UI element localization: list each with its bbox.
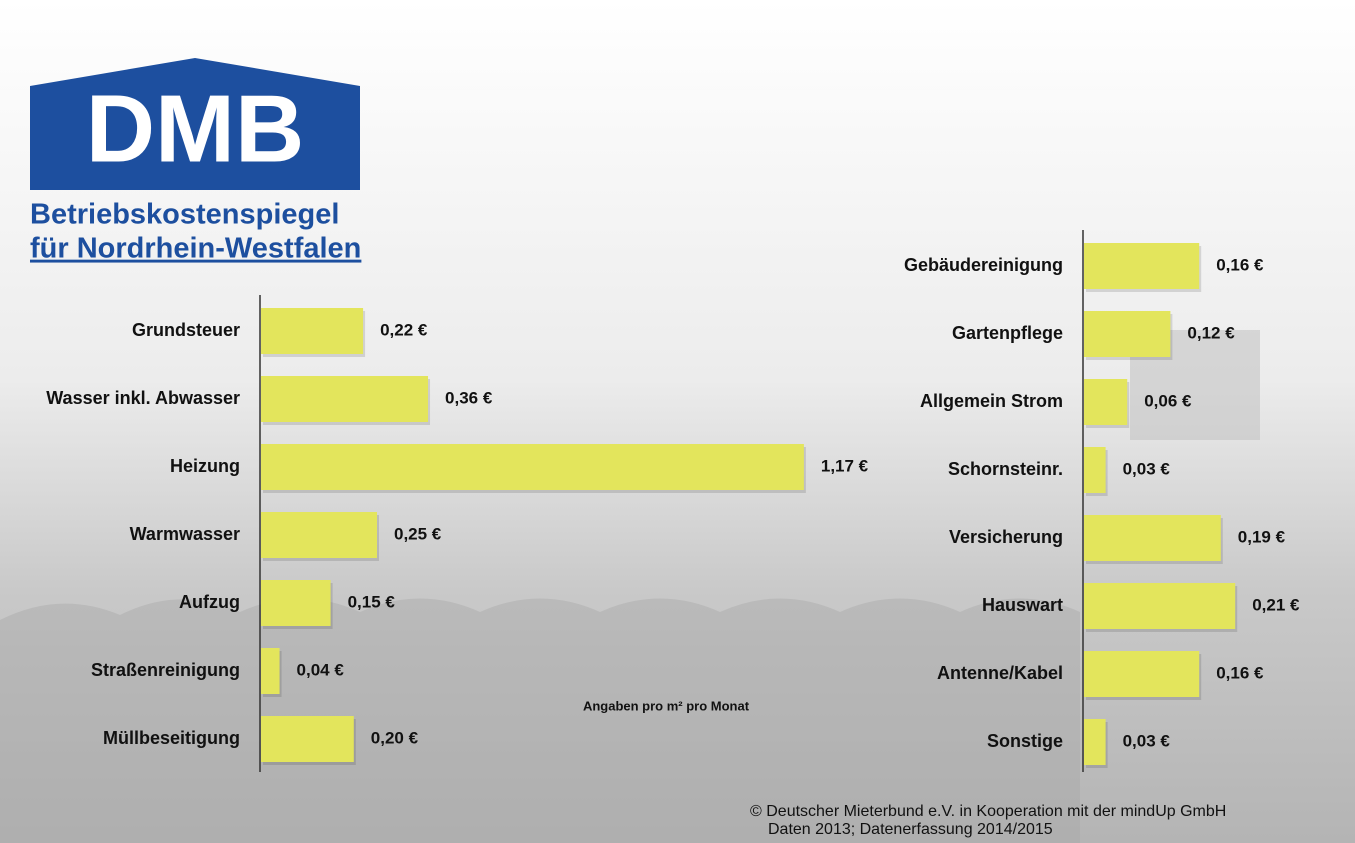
bar bbox=[1084, 311, 1170, 357]
logo-mark: DMB bbox=[86, 75, 305, 182]
value-label: 0,20 € bbox=[371, 728, 419, 747]
category-label: Hauswart bbox=[982, 595, 1063, 615]
source: © Deutscher Mieterbund e.V. in Kooperati… bbox=[750, 803, 1226, 820]
category-label: Antenne/Kabel bbox=[937, 663, 1063, 683]
bar bbox=[1084, 379, 1127, 425]
infographic: DMB Betriebskostenspiegel für Nordrhein-… bbox=[0, 0, 1355, 843]
category-label: Wasser inkl. Abwasser bbox=[46, 388, 240, 408]
value-label: 0,25 € bbox=[394, 524, 442, 543]
bar bbox=[261, 648, 280, 694]
bar bbox=[261, 716, 354, 762]
category-label: Gebäudereinigung bbox=[904, 255, 1063, 275]
category-label: Grundsteuer bbox=[132, 320, 240, 340]
bar bbox=[1084, 651, 1199, 697]
value-label: 0,22 € bbox=[380, 320, 428, 339]
logo-line: Betriebskostenspiegel bbox=[30, 199, 339, 231]
category-label: Schornsteinr. bbox=[948, 459, 1063, 479]
value-label: 0,19 € bbox=[1238, 527, 1286, 546]
value-label: 0,06 € bbox=[1144, 391, 1192, 410]
bar bbox=[261, 376, 428, 422]
bar bbox=[1084, 447, 1106, 493]
bar bbox=[1084, 719, 1106, 765]
value-label: 0,16 € bbox=[1216, 663, 1264, 682]
logo-line: für Nordrhein-Westfalen bbox=[30, 233, 361, 265]
bar bbox=[1084, 515, 1221, 561]
logo: DMB Betriebskostenspiegel für Nordrhein-… bbox=[30, 58, 361, 265]
category-label: Aufzug bbox=[179, 592, 240, 612]
bar bbox=[261, 512, 377, 558]
bar bbox=[261, 444, 804, 490]
value-label: 0,04 € bbox=[297, 660, 345, 679]
category-label: Straßenreinigung bbox=[91, 660, 240, 680]
value-label: 0,12 € bbox=[1187, 323, 1235, 342]
category-label: Warmwasser bbox=[130, 524, 240, 544]
category-label: Gartenpflege bbox=[952, 323, 1063, 343]
value-label: 0,03 € bbox=[1123, 459, 1171, 478]
category-label: Sonstige bbox=[987, 731, 1063, 751]
value-label: 0,16 € bbox=[1216, 255, 1264, 274]
category-label: Versicherung bbox=[949, 527, 1063, 547]
bar bbox=[261, 308, 363, 354]
value-label: 0,03 € bbox=[1123, 731, 1171, 750]
value-label: 0,36 € bbox=[445, 388, 493, 407]
category-label: Heizung bbox=[170, 456, 240, 476]
category-label: Allgemein Strom bbox=[920, 391, 1063, 411]
bar bbox=[261, 580, 331, 626]
bar bbox=[1084, 583, 1235, 629]
value-label: 1,17 € bbox=[821, 456, 869, 475]
bar bbox=[1084, 243, 1199, 289]
category-label: Müllbeseitigung bbox=[103, 728, 240, 748]
value-label: 0,15 € bbox=[348, 592, 396, 611]
note: Angaben pro m² pro Monat bbox=[583, 698, 750, 713]
value-label: 0,21 € bbox=[1252, 595, 1300, 614]
source: Daten 2013; Datenerfassung 2014/2015 bbox=[768, 821, 1053, 838]
